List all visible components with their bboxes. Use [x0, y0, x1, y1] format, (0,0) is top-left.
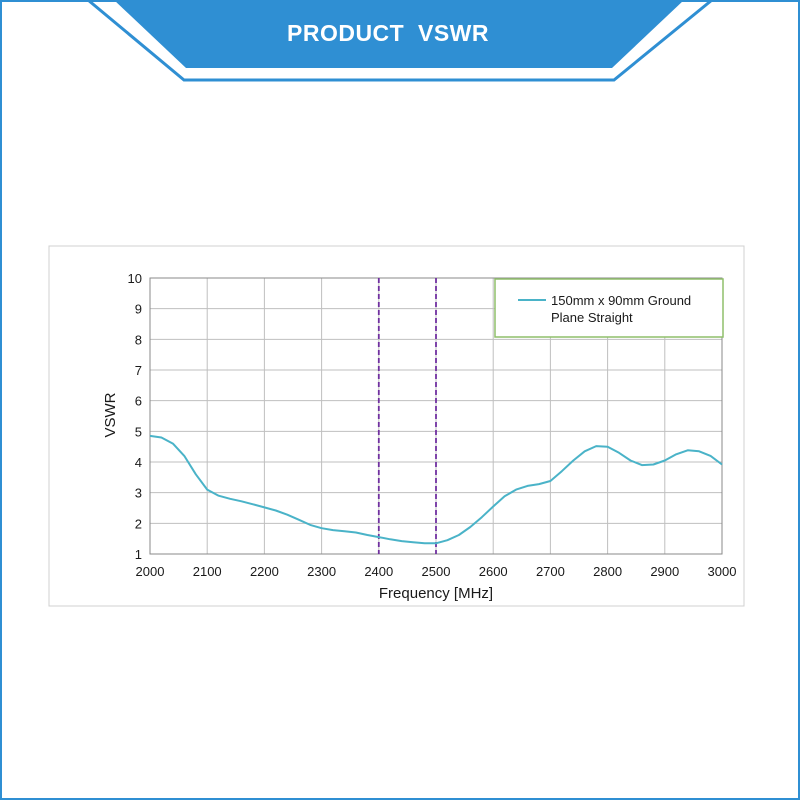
y-tick-label: 7 [135, 363, 142, 378]
y-axis-label: VSWR [102, 392, 119, 437]
x-tick-label: 2000 [136, 564, 165, 579]
y-tick-label: 8 [135, 332, 142, 347]
legend-box [494, 278, 724, 338]
x-axis-label: Frequency [MHz] [379, 585, 493, 602]
x-tick-label: 2700 [536, 564, 565, 579]
banner-fill [114, 0, 684, 68]
y-tick-label: 2 [135, 516, 142, 531]
legend: 150mm x 90mm Ground Plane Straight [494, 278, 724, 338]
y-tick-label: 3 [135, 486, 142, 501]
legend-label: 150mm x 90mm Ground Plane Straight [551, 293, 695, 325]
y-tick-label: 9 [135, 302, 142, 317]
x-tick-label: 2300 [307, 564, 336, 579]
band-markers [377, 278, 437, 554]
x-tick-label: 2600 [479, 564, 508, 579]
y-tick-label: 4 [135, 455, 142, 470]
y-tick-label: 5 [135, 424, 142, 439]
x-tick-label: 2400 [364, 564, 393, 579]
page-title: PRODUCT VSWR [287, 20, 489, 46]
banner-outline [87, 0, 713, 82]
x-tick-label: 2200 [250, 564, 279, 579]
x-tick-label: 2100 [193, 564, 222, 579]
series-layer [149, 434, 723, 545]
tick-labels: 2000 2100 2200 2300 2400 2500 2600 2700 2800 2900… [128, 271, 737, 579]
x-tick-label: 2900 [650, 564, 679, 579]
x-tick-label: 2800 [593, 564, 622, 579]
y-tick-label: 10 [128, 271, 142, 286]
x-tick-label: 3000 [708, 564, 737, 579]
y-tick-label: 1 [135, 547, 142, 562]
series-line [149, 434, 723, 545]
banner-shape [87, 0, 713, 82]
x-tick-label: 2500 [422, 564, 451, 579]
y-tick-label: 6 [135, 394, 142, 409]
